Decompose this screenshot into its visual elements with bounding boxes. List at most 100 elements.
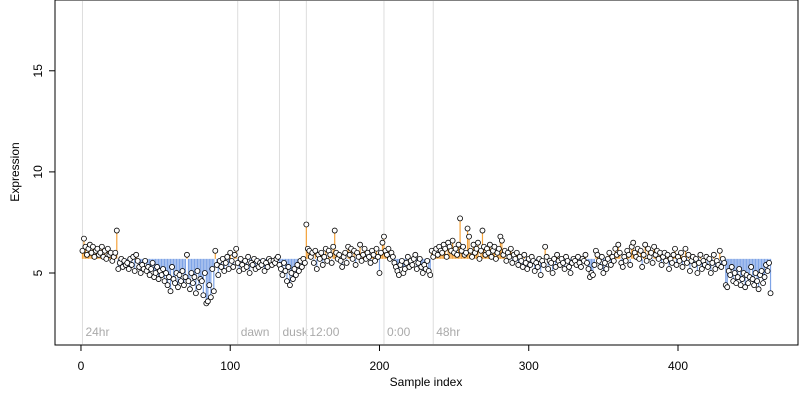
data-point (379, 239, 386, 246)
data-point (349, 255, 356, 262)
data-point (275, 253, 281, 260)
data-point (131, 268, 138, 274)
data-point (184, 251, 190, 258)
data-point (246, 270, 253, 276)
data-point (179, 268, 186, 274)
data-point (172, 280, 178, 287)
data-point (230, 264, 237, 270)
data-point (125, 266, 132, 272)
y-tick-label: 10 (31, 165, 45, 179)
data-point (439, 249, 446, 256)
data-point (630, 239, 637, 246)
data-point (373, 245, 380, 252)
data-point (224, 253, 231, 260)
data-point (142, 257, 149, 264)
data-point (627, 262, 634, 268)
data-point (155, 276, 162, 282)
data-point (682, 245, 689, 252)
data-point (566, 264, 572, 270)
data-point (742, 284, 749, 291)
data-point (640, 251, 647, 258)
data-point (330, 243, 337, 250)
data-point (672, 245, 678, 252)
data-point (385, 245, 392, 252)
data-point (212, 247, 219, 254)
data-point (81, 235, 87, 242)
data-point (767, 290, 774, 297)
data-point (745, 280, 752, 287)
data-point (419, 270, 426, 276)
data-point (454, 251, 460, 258)
data-point (693, 255, 699, 262)
data-point (503, 257, 510, 264)
data-point (133, 251, 140, 258)
data-point (584, 259, 590, 266)
data-point (443, 253, 450, 260)
data-point (521, 251, 528, 258)
y-tick-label: 15 (31, 64, 45, 78)
data-point (194, 268, 201, 274)
data-point (493, 255, 499, 262)
data-point (600, 270, 607, 276)
data-point (404, 253, 411, 260)
data-point (191, 274, 198, 280)
data-point (207, 294, 214, 301)
data-point (161, 278, 168, 284)
data-point (319, 262, 326, 268)
x-tick-label: 100 (220, 359, 240, 373)
data-point (545, 266, 552, 272)
data-point (301, 259, 308, 266)
data-point (543, 253, 550, 260)
data-point (606, 249, 613, 256)
data-point (163, 270, 169, 276)
data-point (113, 227, 120, 234)
data-point (603, 266, 610, 272)
data-point (694, 270, 701, 276)
data-point (231, 251, 238, 258)
data-point (751, 282, 758, 289)
data-point (228, 257, 235, 264)
data-point (585, 266, 592, 272)
data-point (298, 264, 305, 270)
data-point (698, 266, 705, 272)
data-point (748, 264, 755, 270)
x-tick-label: 300 (519, 359, 539, 373)
data-point (201, 270, 208, 276)
data-point (287, 282, 293, 289)
data-point (707, 270, 714, 276)
data-point (222, 259, 229, 266)
data-point (610, 257, 617, 264)
data-point (137, 270, 144, 276)
data-point (524, 266, 531, 272)
data-point (466, 233, 472, 240)
data-point (148, 266, 155, 272)
marker-label: 0:00 (387, 325, 411, 339)
data-point (357, 241, 363, 248)
data-point (261, 268, 268, 274)
data-point (233, 245, 240, 252)
data-point (457, 215, 463, 222)
data-point (637, 247, 644, 254)
data-point (764, 268, 771, 274)
data-point (176, 272, 183, 278)
data-point (464, 225, 471, 232)
data-point (200, 292, 207, 299)
data-point (134, 257, 141, 264)
data-point (478, 247, 484, 254)
data-point (590, 272, 596, 278)
data-point (149, 259, 156, 266)
data-point (381, 233, 387, 240)
data-point (622, 257, 629, 264)
data-point (697, 251, 704, 258)
data-point (181, 282, 187, 289)
data-point (293, 272, 299, 278)
x-tick-label: 0 (78, 359, 85, 373)
marker-label: 12:00 (309, 325, 339, 339)
marker-label: dawn (241, 325, 270, 339)
data-point (549, 270, 556, 276)
data-point (724, 284, 731, 291)
data-point (282, 268, 289, 274)
data-point (372, 257, 378, 264)
data-point (460, 243, 466, 250)
data-point (678, 249, 684, 256)
